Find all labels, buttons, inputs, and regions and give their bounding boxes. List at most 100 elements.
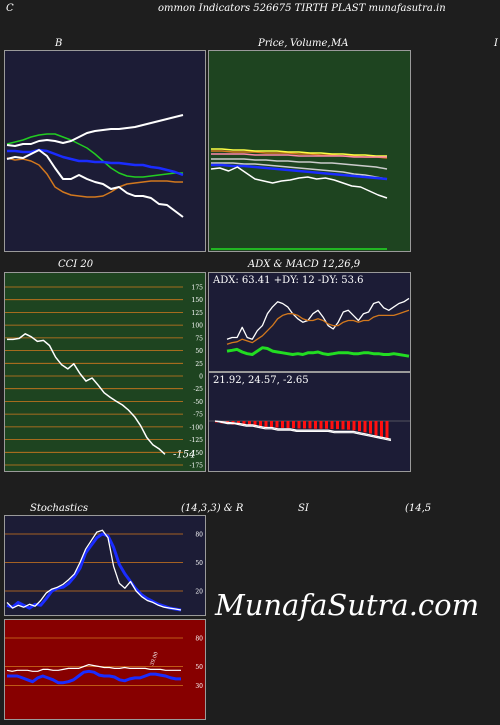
- cci-panel: 175 150 125 100 75 50 25 0 -25 -50 -75 -100 -125 -150…: [4, 272, 206, 472]
- rsi-value-label: 39.00: [149, 651, 160, 667]
- cci-tick-label: 0: [199, 374, 203, 381]
- stoch-tick-label: 80: [195, 532, 203, 539]
- bollinger-series-0: [6, 133, 183, 178]
- price-ma-title-ma: MA: [331, 38, 349, 49]
- page-title: ommon Indicators 526675 TIRTH PLAST muna…: [158, 3, 446, 14]
- cci-tick-label: 25: [195, 361, 203, 368]
- price-ma-series-5: [211, 163, 388, 181]
- macd-histogram-bar: [385, 421, 389, 439]
- macd-histogram-bar: [341, 421, 345, 430]
- stoch-tick-label: 20: [195, 589, 203, 596]
- cci-last-value: -154: [173, 449, 195, 460]
- stochastics-panel: 80 50 20: [4, 515, 206, 616]
- adx-chart: [226, 297, 410, 358]
- cci-tick-label: -175: [190, 463, 204, 470]
- rsi-series-0: [6, 663, 181, 672]
- adx-series-2: [226, 346, 410, 358]
- rsi-title: SI: [298, 503, 309, 514]
- cci-tick-label: -75: [193, 412, 203, 419]
- price-ma-title-price: Price,: [258, 38, 288, 49]
- header-letter: C: [6, 3, 14, 14]
- macd-chart: [209, 420, 410, 442]
- stochastics-params: (14,3,3) & R: [181, 503, 244, 514]
- rsi-tick-label: 80: [195, 636, 203, 643]
- macd-histogram-bar: [292, 421, 295, 429]
- rsi-tick-label: 50: [195, 664, 203, 671]
- cci-chart: 175 150 125 100 75 50 25 0 -25 -50 -75 -100 -125 -150…: [5, 285, 204, 470]
- macd-histogram-bar: [303, 421, 306, 429]
- macd-histogram-bar: [347, 421, 350, 430]
- bollinger-title: B: [55, 38, 63, 49]
- rsi-series-1: [7, 669, 181, 685]
- macd-histogram-bar: [330, 421, 334, 430]
- macd-histogram-bar: [374, 421, 378, 436]
- cci-tick-label: -100: [190, 424, 204, 431]
- bollinger-series-3: [6, 157, 183, 198]
- macd-histogram-bar: [369, 421, 372, 434]
- cci-line: [7, 333, 166, 455]
- macd-histogram-bar: [286, 421, 290, 429]
- macd-histogram-bar: [380, 421, 383, 438]
- adx-series-0: [226, 297, 410, 340]
- macd-line-1: [214, 420, 392, 442]
- stoch-series-0: [6, 532, 182, 612]
- cci-tick-label: 175: [192, 285, 204, 292]
- adx-series-1: [226, 309, 410, 345]
- price-ma-title-volume: Volume,: [290, 38, 331, 49]
- watermark: MunafaSutra.com: [215, 588, 480, 622]
- cci-tick-label: 125: [192, 310, 204, 317]
- macd-histogram-bar: [275, 421, 279, 428]
- price-ma-series-1: [211, 148, 387, 157]
- macd-histogram-bar: [336, 421, 339, 430]
- cci-tick-label: -125: [190, 437, 204, 444]
- bollinger-chart: [6, 114, 184, 218]
- stochastics-title: Stochastics: [30, 503, 88, 514]
- macd-histogram-bar: [319, 421, 323, 429]
- rsi-params: (14,5: [405, 503, 432, 514]
- bollinger-series-4: [6, 149, 184, 218]
- price-ma-panel: [208, 50, 411, 252]
- stochastics-chart: 80 50 20: [5, 529, 203, 612]
- macd-histogram-bar: [363, 421, 367, 433]
- macd-histogram-bar: [352, 421, 356, 431]
- stoch-series-1: [6, 529, 182, 611]
- bollinger-series-1: [6, 114, 184, 147]
- cci-tick-label: 150: [192, 297, 204, 304]
- cci-title: CCI 20: [58, 259, 94, 270]
- cci-tick-label: 75: [195, 335, 203, 342]
- rsi-chart: 80 50 30 39.00: [5, 636, 203, 690]
- cci-tick-label: 100: [192, 323, 204, 330]
- price-ma-series-6: [210, 166, 388, 199]
- macd-histogram-bar: [281, 421, 284, 428]
- price-ma-series-2: [211, 153, 387, 158]
- bollinger-panel: [4, 50, 206, 252]
- adx-panel: ADX: 63.41 +DY: 12 -DY: 53.6: [208, 272, 411, 372]
- macd-histogram-bar: [248, 421, 251, 426]
- rsi-tick-label: 30: [195, 683, 203, 690]
- macd-histogram-bar: [259, 421, 262, 427]
- cci-tick-label: -150: [190, 450, 204, 457]
- price-ma-chart: [210, 148, 388, 250]
- cci-tick-label: 50: [195, 348, 203, 355]
- macd-panel: 21.92, 24.57, -2.65: [208, 372, 411, 472]
- cci-tick-label: -50: [193, 399, 203, 406]
- macd-histogram-bar: [314, 421, 317, 429]
- macd-histogram-bar: [264, 421, 268, 428]
- macd-histogram-bar: [325, 421, 328, 429]
- macd-histogram-bar: [242, 421, 246, 426]
- adx-macd-title: ADX & MACD 12,26,9: [248, 259, 361, 270]
- price-ma-series-3: [211, 158, 388, 170]
- cci-tick-label: -25: [193, 386, 203, 393]
- macd-histogram-bar: [297, 421, 301, 429]
- price-ma-series-4: [211, 162, 388, 180]
- macd-legend: 21.92, 24.57, -2.65: [213, 375, 309, 386]
- macd-histogram-bar: [253, 421, 257, 427]
- macd-histogram-bar: [358, 421, 361, 432]
- right-edge-title: I: [494, 38, 498, 49]
- stoch-tick-label: 50: [195, 560, 203, 567]
- macd-line-0: [214, 420, 392, 440]
- macd-histogram-bar: [270, 421, 273, 428]
- rsi-panel: 80 50 30 39.00: [4, 619, 206, 720]
- adx-legend: ADX: 63.41 +DY: 12 -DY: 53.6: [213, 275, 364, 286]
- macd-histogram-bar: [308, 421, 312, 429]
